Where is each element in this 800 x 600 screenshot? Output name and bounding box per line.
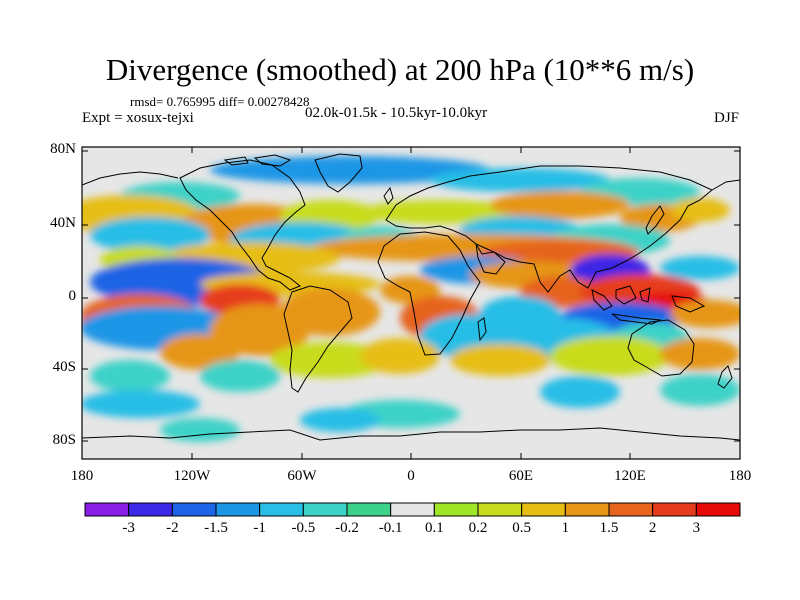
field-patch [160,418,240,442]
experiment-label: Expt = xosux-tejxi [82,110,194,126]
season-label: DJF [714,110,740,126]
y-label-40n: 40N [50,215,76,231]
stats-line: rmsd= 0.765995 diff= 0.00278428 [130,94,310,109]
colorbar-label: 1.5 [599,520,619,536]
field-patch [200,360,280,392]
y-label-equator: 0 [68,288,77,304]
field-patch [450,344,550,376]
colorbar-box [346,502,392,517]
field-patch [90,217,210,253]
colorbar-box [652,502,697,517]
field-patch [540,376,620,408]
colorbar-box [84,502,130,517]
colorbar-box [564,502,610,517]
y-label-80n: 80N [50,141,76,157]
x-label-60w: 60W [287,468,317,484]
colorbar-label: 0.5 [512,520,532,536]
x-label-180e: 180 [728,468,752,484]
field-patch [430,168,610,192]
colorbar-box [215,502,261,517]
x-label-120w: 120W [173,468,211,484]
colorbar-box [477,502,523,517]
field-patch [210,156,490,184]
field-patch [360,338,440,374]
colorbar-box [433,502,479,517]
colorbar-box [521,502,566,517]
x-label-0: 0 [407,468,415,484]
x-label-120e: 120E [614,468,646,484]
coastlines [82,153,740,441]
colorbar-label: -3 [122,520,135,536]
colorbar-box [259,502,304,517]
field-patch [90,360,170,392]
colorbar-label: 1 [561,520,570,536]
y-label-40s: 40S [52,359,76,375]
divergence-field [82,156,740,442]
colorbar-label: 0.2 [468,520,488,536]
x-label-60e: 60E [508,468,534,484]
field-patch [660,256,740,280]
field-patch [380,276,440,304]
field-patch [490,191,630,219]
field-patch [670,198,730,222]
period-label: 02.0k-01.5k - 10.5kyr-10.0kyr [305,105,488,121]
field-patch [82,390,200,418]
axis-ticks [82,147,740,459]
colorbar-label: -1 [253,520,266,536]
field-patch [300,408,380,432]
colorbar-label: -0.5 [291,520,316,536]
colorbar [84,502,741,517]
colorbar-box [302,502,348,517]
colorbar-label: 0.1 [424,520,444,536]
colorbar-box [695,502,741,517]
plot-title: Divergence (smoothed) at 200 hPa (10**6 … [105,52,695,87]
colorbar-label: 2 [648,520,657,536]
colorbar-box [390,502,435,517]
x-label-180w: 180 [70,468,94,484]
field-patch [660,338,740,370]
y-label-80s: 80S [52,432,76,448]
field-patch [550,336,670,376]
colorbar-label: -1.5 [204,520,228,536]
colorbar-label: 3 [692,520,701,536]
colorbar-box [128,502,173,517]
colorbar-box [608,502,654,517]
colorbar-label: -0.2 [335,520,359,536]
map-panel [82,147,740,459]
field-patch [660,374,740,406]
colorbar-label: -2 [166,520,179,536]
field-patch [360,200,520,224]
field-patch [160,334,240,370]
colorbar-box [171,502,217,517]
field-patch [270,342,390,378]
field-patch [670,300,740,328]
colorbar-label: -0.1 [378,520,403,536]
